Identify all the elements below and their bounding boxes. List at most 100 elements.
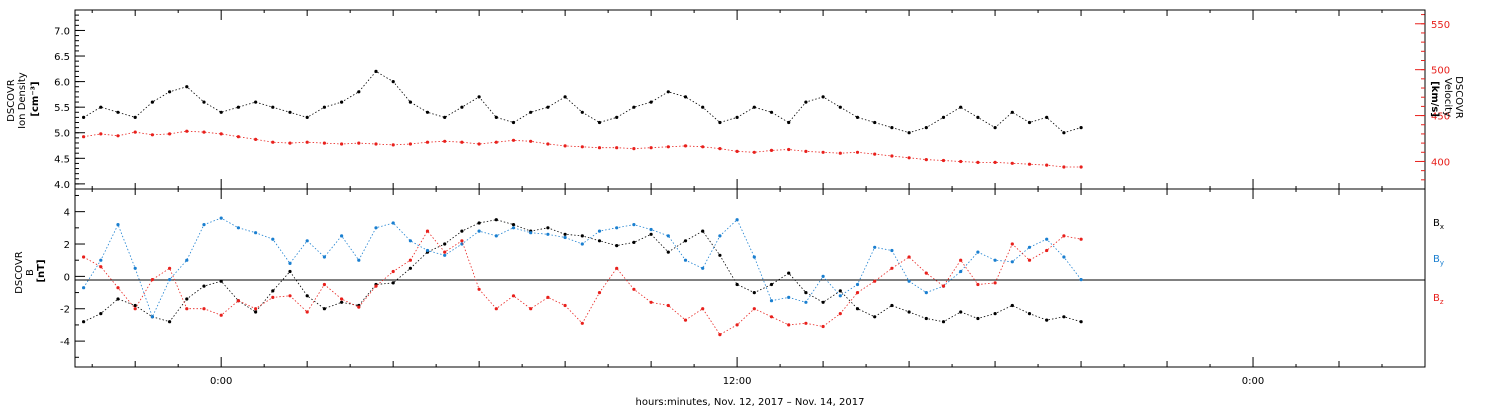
data-point: [494, 140, 498, 144]
data-point: [597, 120, 602, 125]
top-right-ylabel-line2: Velocity: [1442, 78, 1453, 117]
series-velocity: [82, 129, 1083, 169]
data-point: [254, 100, 258, 104]
time-tick-label: 0:00: [1242, 376, 1264, 387]
data-point: [752, 105, 756, 109]
data-point: [408, 142, 412, 146]
series-trace: [83, 217, 1082, 318]
bottom-panel-frame: [74, 188, 1426, 368]
data-point: [1027, 162, 1032, 166]
data-point: [666, 145, 670, 149]
data-point: [1027, 245, 1032, 249]
data-point: [769, 315, 774, 319]
data-point: [305, 140, 309, 144]
bottom-ylabel-line1: DSCOVR: [14, 251, 25, 294]
data-point: [546, 232, 550, 236]
data-point: [477, 142, 481, 146]
top-panel-frame: [74, 9, 1426, 190]
data-point: [1045, 318, 1049, 322]
series-bx: [82, 218, 1083, 324]
time-tick-label: 0:00: [210, 376, 232, 387]
data-point: [219, 132, 223, 136]
data-point: [1010, 260, 1014, 264]
legend-bx: Bx: [1433, 218, 1444, 231]
series-trace: [83, 219, 1082, 323]
x-axis-label: hours:minutes, Nov. 12, 2017 – Nov. 14, …: [636, 397, 865, 408]
top-left-ylabel-line2: Ion Density: [17, 72, 28, 129]
top-left-ylabel: DSCOVR Ion Density [cm⁻³]: [6, 72, 41, 129]
data-point: [924, 158, 928, 162]
data-point: [425, 140, 430, 144]
legend-bz-sub: z: [1440, 298, 1444, 306]
data-point: [959, 159, 963, 164]
data-point: [752, 255, 756, 259]
data-point: [1045, 115, 1049, 119]
data-point: [769, 148, 774, 152]
data-point: [701, 266, 705, 270]
data-point: [1010, 161, 1014, 165]
data-point: [116, 134, 120, 138]
legend-bx-main: B: [1433, 218, 1440, 229]
data-point: [563, 235, 567, 240]
top-left-tick-label: 6.5: [54, 52, 70, 63]
data-point: [116, 223, 120, 227]
data-point: [236, 135, 240, 139]
data-marks: [82, 69, 1083, 337]
data-point: [116, 110, 120, 114]
top-left-tick-label: 5.5: [54, 103, 70, 114]
bottom-ylabel-line2: B: [25, 269, 36, 276]
bottom-ylabel-units: [nT]: [36, 259, 47, 282]
data-point: [168, 132, 172, 136]
data-point: [735, 218, 739, 222]
bottom-tick-label: -2: [60, 305, 70, 316]
data-point: [271, 140, 275, 144]
data-point: [202, 130, 206, 134]
data-point: [993, 258, 997, 262]
data-point: [959, 310, 963, 314]
data-point: [683, 95, 688, 99]
data-point: [1079, 320, 1083, 324]
svg-text:DSCOVR B [nT]: DSCOVR B [nT]: [14, 248, 47, 294]
data-point: [649, 227, 653, 232]
top-right-tick-label: 550: [1431, 20, 1450, 31]
data-point: [718, 120, 722, 125]
top-left-tick-label: 7.0: [54, 26, 70, 37]
data-point: [511, 226, 516, 230]
data-point: [219, 279, 223, 283]
top-left-tick-label: 4.5: [54, 154, 70, 165]
top-right-ylabel-line1: DSCOVR: [1453, 76, 1464, 119]
top-left-tick-label: 6.0: [54, 78, 70, 89]
data-point: [185, 129, 189, 133]
data-point: [752, 150, 756, 154]
data-point: [890, 303, 894, 308]
data-point: [374, 226, 378, 230]
data-point: [236, 105, 240, 109]
data-point: [133, 130, 137, 134]
top-left-tick-label: 5.0: [54, 129, 70, 140]
top-left-tick-label: 4.0: [54, 180, 70, 191]
data-point: [701, 145, 705, 149]
data-point: [443, 139, 447, 143]
series-trace: [83, 130, 1082, 168]
legend-bx-sub: x: [1440, 223, 1444, 231]
top-right-ylabel-units: [km/s]: [1429, 81, 1440, 117]
data-point: [1010, 303, 1014, 308]
bottom-panel-ticks: -4 -2 0 2 4: [60, 194, 85, 358]
data-point: [993, 160, 997, 164]
bottom-tick-label: 2: [64, 240, 70, 251]
data-point: [460, 140, 464, 144]
legend-bz: Bz: [1433, 293, 1444, 306]
top-right-tick-label: 450: [1431, 112, 1450, 123]
time-axis-ticks: 0:00 12:00 0:00: [91, 10, 1426, 387]
bottom-tick-label: -4: [60, 337, 70, 348]
data-point: [546, 142, 550, 146]
data-point: [1062, 315, 1066, 319]
data-point: [494, 234, 498, 238]
data-point: [116, 297, 120, 301]
series-trace: [83, 230, 1082, 336]
data-point: [632, 240, 636, 244]
data-point: [202, 100, 206, 104]
data-point: [391, 281, 395, 285]
series-trace: [83, 70, 1082, 134]
